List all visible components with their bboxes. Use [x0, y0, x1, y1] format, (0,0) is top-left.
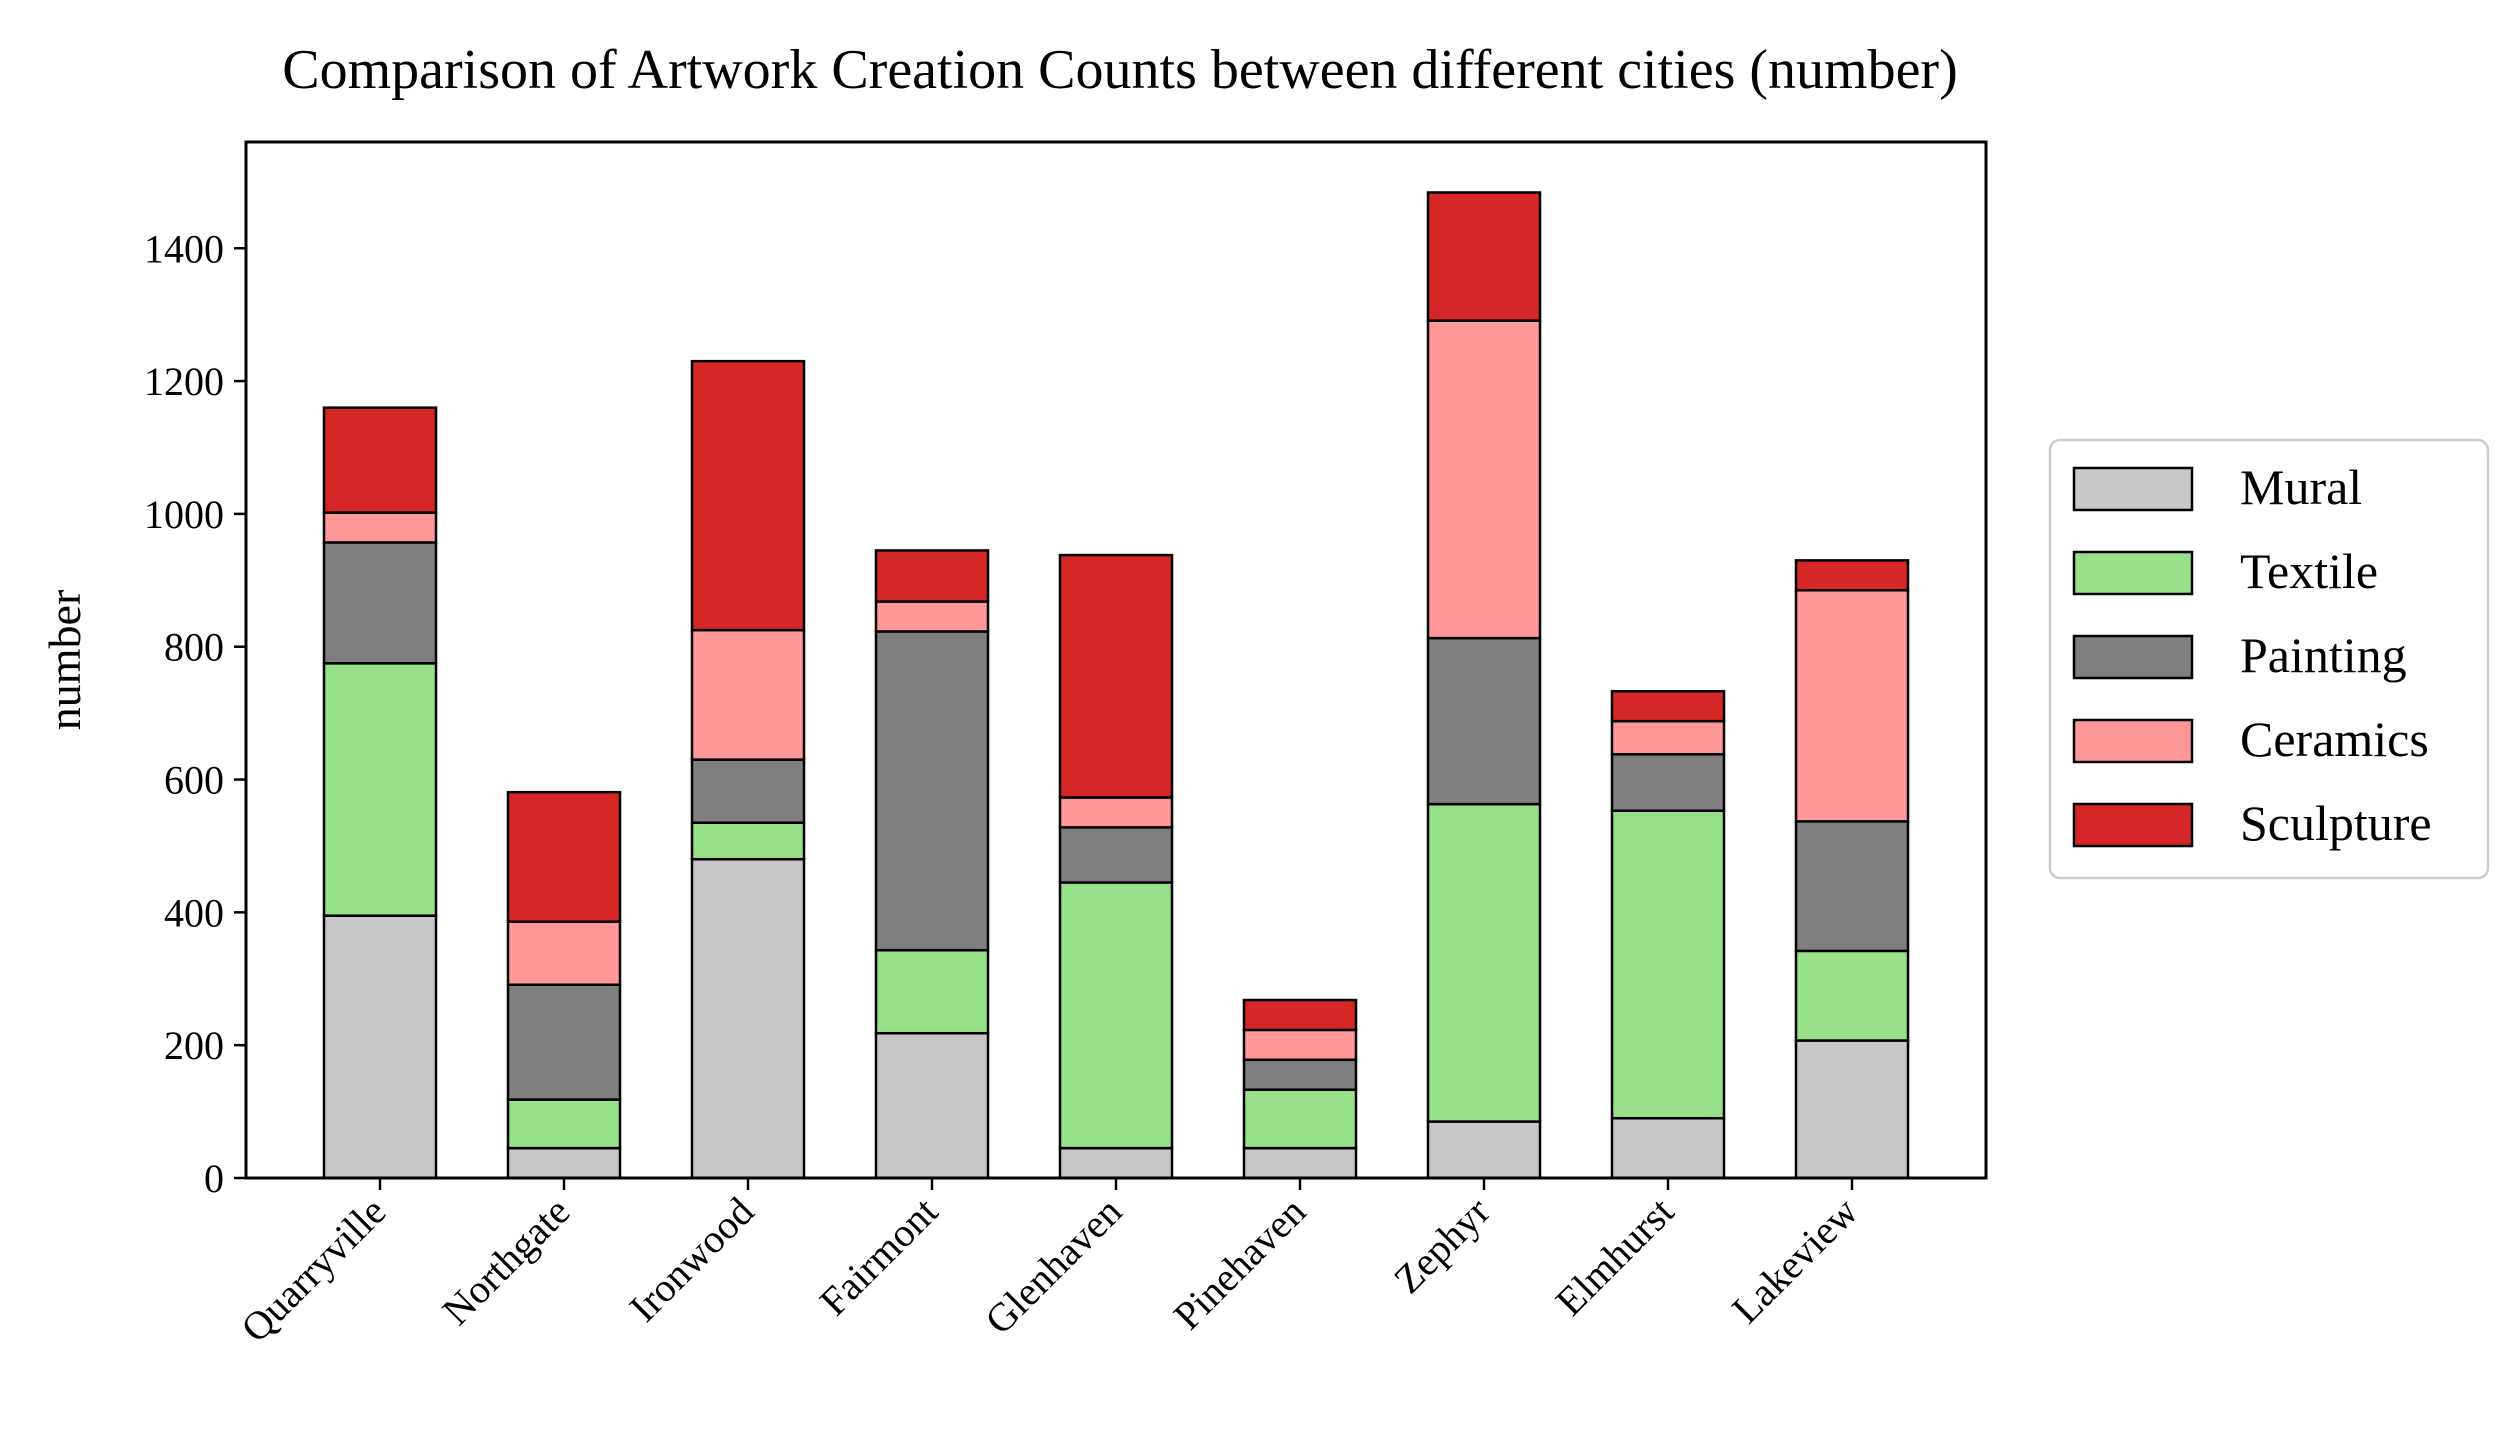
bar-textile-elmhurst [1610, 809, 1726, 1120]
legend-item-painting: Painting [2072, 627, 2407, 683]
bar-mural-zephyr [1426, 1120, 1542, 1180]
bar-painting-zephyr [1426, 636, 1542, 806]
legend-label: Textile [2240, 543, 2378, 599]
bar-sculpture-lakeview [1794, 559, 1910, 592]
bar-painting-fairmont [874, 630, 990, 952]
legend-label: Ceramics [2240, 711, 2429, 767]
bar-ceramics-elmhurst [1610, 719, 1726, 756]
bar-painting-lakeview [1794, 820, 1910, 953]
bar-stack-elmhurst [1610, 689, 1726, 1180]
bar-painting-pinehaven [1242, 1058, 1358, 1091]
bar-mural-northgate [506, 1146, 622, 1180]
legend-swatch [2072, 718, 2194, 764]
bar-mural-quarryville [322, 914, 438, 1180]
bar-ceramics-glenhaven [1058, 796, 1174, 829]
x-axis: Quarryville Northgate Ironwood Fairmont Glen… [232, 1178, 1866, 1351]
bar-ceramics-quarryville [322, 511, 438, 544]
bar-sculpture-fairmont [874, 549, 990, 603]
bar-ceramics-zephyr [1426, 319, 1542, 640]
bar-mural-elmhurst [1610, 1116, 1726, 1180]
legend-swatch [2072, 466, 2194, 512]
y-tick-label: 400 [164, 890, 224, 935]
bar-painting-northgate [506, 983, 622, 1101]
legend-item-mural: Mural [2072, 459, 2362, 515]
bar-mural-ironwood [690, 857, 806, 1180]
bar-textile-zephyr [1426, 802, 1542, 1123]
legend-item-textile: Textile [2072, 543, 2378, 599]
bar-stack-ironwood [690, 359, 806, 1180]
bar-stack-northgate [506, 790, 622, 1180]
bar-stack-quarryville [322, 406, 438, 1180]
x-tick-label: Pinehaven [1165, 1189, 1315, 1339]
legend-item-sculpture: Sculpture [2072, 795, 2432, 851]
bar-painting-elmhurst [1610, 753, 1726, 813]
x-tick-label: Fairmont [811, 1189, 947, 1325]
bar-textile-quarryville [322, 662, 438, 917]
bar-sculpture-glenhaven [1058, 553, 1174, 799]
bar-sculpture-quarryville [322, 406, 438, 514]
x-tick-label: Northgate [433, 1189, 578, 1334]
bar-mural-glenhaven [1058, 1146, 1174, 1180]
legend-box [2048, 438, 2490, 880]
bar-textile-ironwood [690, 821, 806, 861]
bar-painting-quarryville [322, 541, 438, 665]
bar-stack-lakeview [1794, 559, 1910, 1180]
bar-sculpture-pinehaven [1242, 998, 1358, 1032]
x-tick-label: Quarryville [232, 1189, 394, 1351]
bar-ceramics-ironwood [690, 628, 806, 761]
bar-textile-glenhaven [1058, 881, 1174, 1150]
y-tick-label: 200 [164, 1023, 224, 1068]
bar-painting-ironwood [690, 758, 806, 824]
x-tick-label: Lakeview [1723, 1188, 1866, 1331]
bar-stack-fairmont [874, 549, 990, 1180]
y-tick-label: 1200 [144, 359, 224, 404]
bar-textile-pinehaven [1242, 1088, 1358, 1150]
bar-painting-glenhaven [1058, 826, 1174, 884]
legend-swatch [2072, 634, 2194, 680]
legend-swatch [2072, 802, 2194, 848]
bar-sculpture-ironwood [690, 359, 806, 632]
x-tick-label: Glenhaven [976, 1189, 1130, 1343]
y-axis-label: number [39, 590, 90, 731]
bar-ceramics-lakeview [1794, 589, 1910, 823]
legend: Mural Textile Painting Ceramics Sculpture [2048, 438, 2490, 880]
x-tick-label: Ironwood [621, 1189, 763, 1331]
bars-layer [322, 191, 1910, 1180]
bar-sculpture-zephyr [1426, 191, 1542, 322]
legend-item-ceramics: Ceramics [2072, 711, 2429, 767]
legend-label: Sculpture [2240, 795, 2432, 851]
y-tick-label: 1000 [144, 492, 224, 537]
bar-mural-fairmont [874, 1031, 990, 1180]
y-tick-label: 0 [204, 1156, 224, 1201]
legend-label: Mural [2240, 459, 2362, 515]
chart-title: Comparison of Artwork Creation Counts be… [282, 39, 1957, 101]
bar-textile-fairmont [874, 948, 990, 1035]
bar-sculpture-elmhurst [1610, 689, 1726, 723]
bar-stack-zephyr [1426, 191, 1542, 1180]
bar-textile-northgate [506, 1098, 622, 1150]
y-axis: 0 200 400 600 800 1000 1200 1400 [144, 226, 246, 1201]
x-tick-label: Elmhurst [1547, 1189, 1683, 1325]
bar-textile-lakeview [1794, 949, 1910, 1042]
legend-label: Painting [2240, 627, 2407, 683]
bar-mural-pinehaven [1242, 1146, 1358, 1180]
bar-ceramics-northgate [506, 920, 622, 986]
bar-stack-glenhaven [1058, 553, 1174, 1180]
y-tick-label: 800 [164, 625, 224, 670]
bar-ceramics-pinehaven [1242, 1028, 1358, 1062]
bar-ceramics-fairmont [874, 600, 990, 633]
bar-sculpture-northgate [506, 790, 622, 923]
y-tick-label: 1400 [144, 226, 224, 271]
y-tick-label: 600 [164, 758, 224, 803]
bar-mural-lakeview [1794, 1039, 1910, 1180]
bar-stack-pinehaven [1242, 998, 1358, 1180]
legend-swatch [2072, 550, 2194, 596]
x-tick-label: Zephyr [1385, 1189, 1499, 1303]
